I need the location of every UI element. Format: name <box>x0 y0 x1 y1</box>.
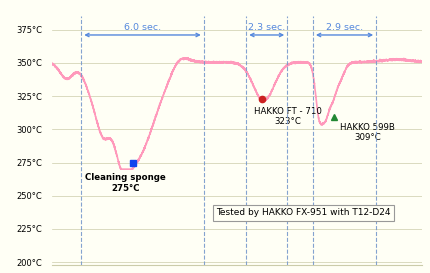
Text: 2.3 sec.: 2.3 sec. <box>248 23 285 32</box>
Text: HAKKO 599B
309°C: HAKKO 599B 309°C <box>339 123 394 142</box>
Text: HAKKO FT - 710
323°C: HAKKO FT - 710 323°C <box>254 107 321 126</box>
Text: Tested by HAKKO FX-951 with T12-D24: Tested by HAKKO FX-951 with T12-D24 <box>216 209 390 218</box>
Text: 2.9 sec.: 2.9 sec. <box>325 23 362 32</box>
Text: Cleaning sponge
275°C: Cleaning sponge 275°C <box>85 173 166 192</box>
Text: 6.0 sec.: 6.0 sec. <box>124 23 161 32</box>
